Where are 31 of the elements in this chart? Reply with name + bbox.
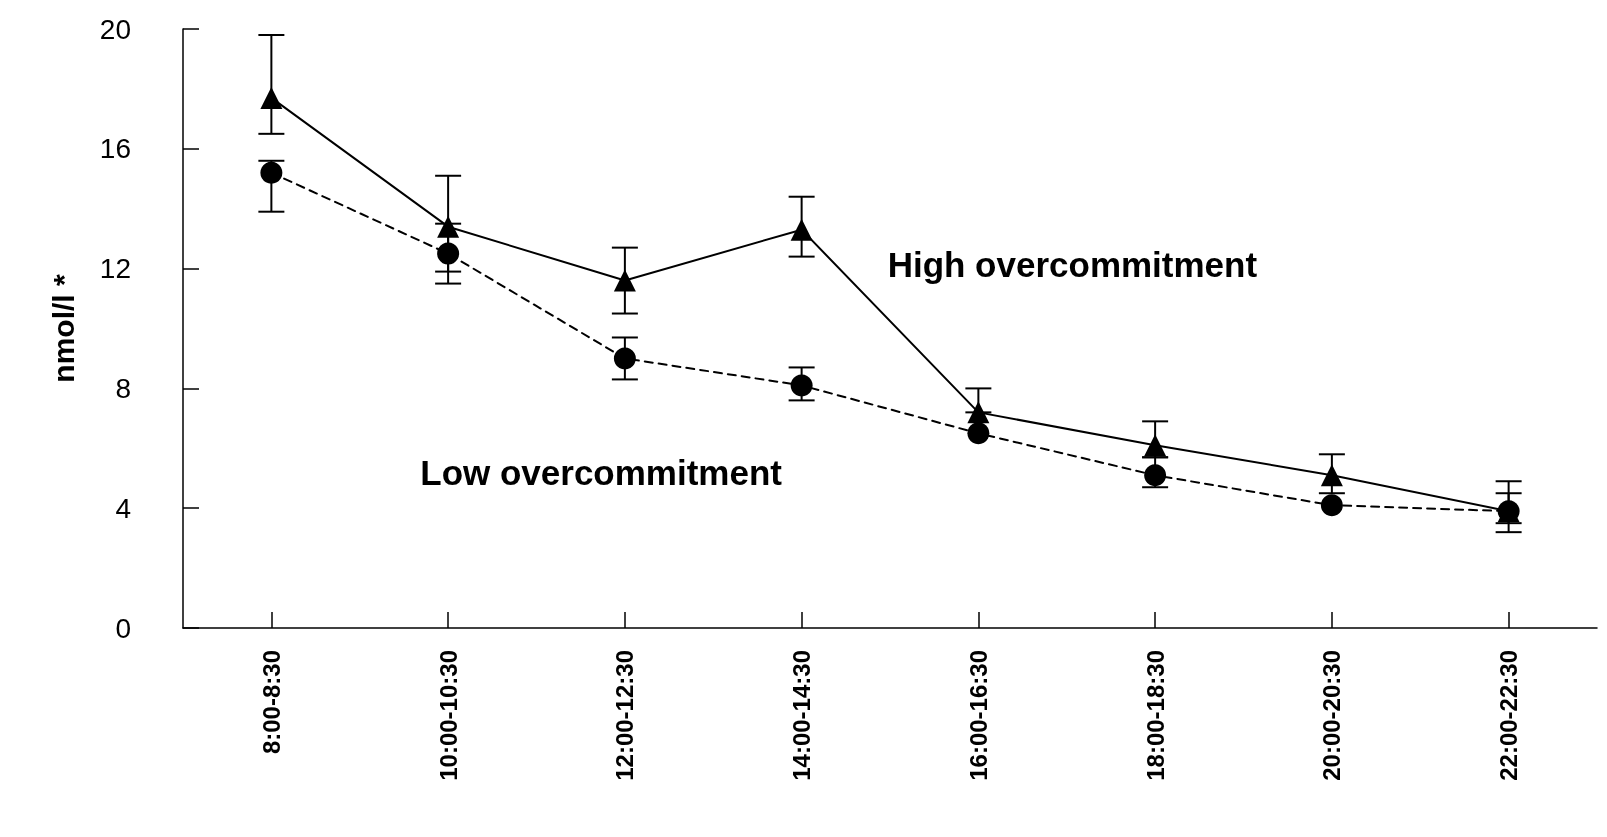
point xyxy=(260,161,283,184)
point xyxy=(437,215,460,238)
x-tick-label: 16:00-16:30 xyxy=(964,650,992,781)
y-tick-label: 16 xyxy=(99,133,131,165)
x-tick-label: 12:00-12:30 xyxy=(611,650,639,781)
point xyxy=(613,269,636,292)
x-tick-label: 22:00-22:30 xyxy=(1495,650,1523,781)
x-tick-label: 14:00-14:30 xyxy=(788,650,816,781)
x-tick-label: 8:00-8:30 xyxy=(257,650,285,755)
y-tick-label: 4 xyxy=(115,492,131,524)
point xyxy=(967,422,990,445)
y-tick-label: 12 xyxy=(99,253,131,285)
point xyxy=(1320,464,1343,487)
point xyxy=(613,347,636,370)
point xyxy=(790,218,813,241)
series-label: Low overcommitment xyxy=(420,453,783,493)
y-tick-label: 0 xyxy=(115,612,131,644)
point xyxy=(967,401,990,424)
y-tick-label: 8 xyxy=(115,372,131,404)
point xyxy=(437,242,460,265)
point xyxy=(1144,434,1167,457)
x-tick-label: 20:00-20:30 xyxy=(1318,650,1346,781)
y-tick-label: 20 xyxy=(99,13,131,45)
point xyxy=(1144,464,1167,487)
x-tick-label: 18:00-18:30 xyxy=(1141,650,1169,781)
series-label: High overcommitment xyxy=(887,245,1258,285)
x-tick-label: 10:00-10:30 xyxy=(434,650,462,781)
point xyxy=(790,374,813,397)
point xyxy=(1320,494,1343,517)
y-axis-title: nmol/l * xyxy=(46,274,80,383)
point xyxy=(260,86,283,109)
